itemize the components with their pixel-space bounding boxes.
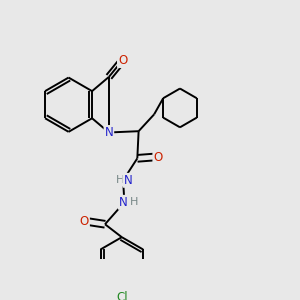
Text: O: O [80, 215, 89, 228]
Text: H: H [116, 175, 124, 185]
Text: N: N [119, 196, 128, 209]
Text: O: O [153, 151, 163, 164]
Text: H: H [130, 197, 138, 207]
Text: N: N [123, 174, 132, 187]
Text: Cl: Cl [116, 291, 128, 300]
Text: N: N [104, 126, 113, 139]
Text: O: O [118, 54, 127, 67]
